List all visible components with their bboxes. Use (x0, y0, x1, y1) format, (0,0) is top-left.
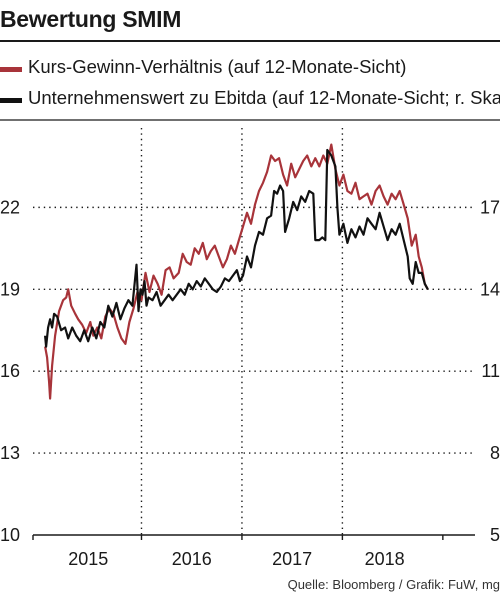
series-line-ev-ebitda (44, 148, 429, 348)
x-label-2017: 2017 (272, 549, 312, 569)
legend-label-kgv: Kurs-Gewinn-Verhältnis (auf 12-Monate-Si… (28, 56, 407, 77)
legend-swatch-ev-ebitda (0, 98, 22, 103)
x-label-2016: 2016 (172, 549, 212, 569)
y-left-tick-13: 13 (0, 443, 20, 463)
x-label-2018: 2018 (365, 549, 405, 569)
y-right-tick-5: 5 (490, 525, 500, 545)
y-right-tick-14: 14 (480, 279, 500, 299)
source-credit: Quelle: Bloomberg / Grafik: FuW, mg (287, 577, 500, 592)
legend-label-ev-ebitda: Unternehmenswert zu Ebitda (auf 12-Monat… (28, 87, 500, 108)
legend-swatch-kgv (0, 67, 22, 72)
y-left-tick-16: 16 (0, 361, 20, 381)
y-left-tick-10: 10 (0, 525, 20, 545)
y-right-tick-8: 8 (490, 443, 500, 463)
title-rule (0, 40, 500, 42)
x-label-2015: 2015 (68, 549, 108, 569)
y-left-tick-22: 22 (0, 197, 20, 217)
y-left-tick-19: 19 (0, 279, 20, 299)
chart-title: Bewertung SMIM (0, 6, 182, 32)
series-line-kgv (44, 143, 429, 400)
y-right-tick-11: 11 (481, 361, 500, 381)
y-right-tick-17: 17 (480, 197, 500, 217)
